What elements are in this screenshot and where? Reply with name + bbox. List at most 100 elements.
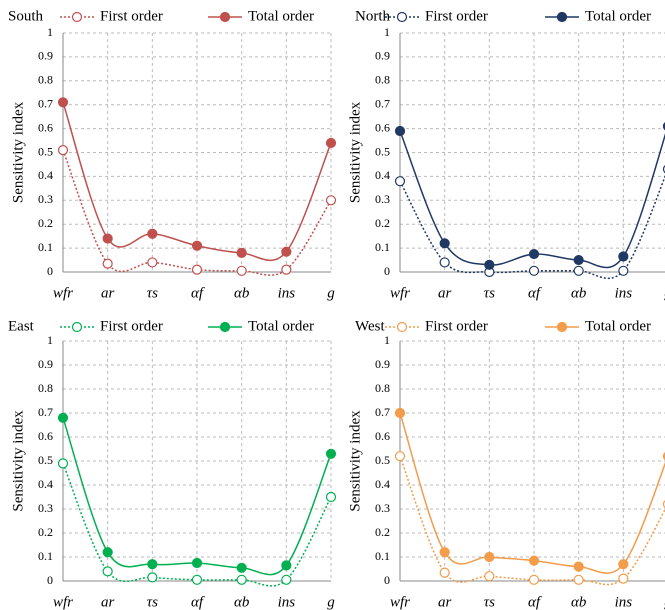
y-tick-label: 0.7	[38, 405, 53, 419]
point	[484, 551, 495, 563]
point	[528, 248, 540, 260]
point	[484, 571, 495, 582]
point	[325, 137, 337, 149]
x-tick-label: g	[327, 285, 335, 301]
point	[528, 555, 540, 566]
chart-title: West	[355, 318, 385, 334]
y-tick-label: 1	[47, 333, 53, 347]
point	[439, 547, 450, 558]
point	[102, 547, 113, 558]
x-tick-label: αb	[571, 285, 587, 301]
point	[102, 233, 113, 244]
point	[281, 560, 292, 571]
x-tick-label: τs	[147, 285, 158, 301]
point	[573, 265, 584, 276]
y-axis-label: Sensitivity index	[10, 410, 26, 512]
x-tick-label: τs	[484, 285, 495, 301]
y-tick-label: 0.9	[375, 357, 390, 371]
point	[573, 254, 584, 266]
y-tick-label: 0.1	[38, 240, 53, 254]
x-tick-label: ins	[615, 594, 633, 610]
point	[57, 97, 69, 108]
legend-marker	[71, 321, 83, 333]
y-tick-label: 0	[384, 573, 390, 587]
y-tick-label: 0.3	[375, 501, 390, 515]
x-tick-label: ar	[101, 285, 115, 301]
y-tick-label: 0.4	[38, 168, 53, 182]
x-tick-label: ar	[438, 285, 452, 301]
y-tick-label: 0.6	[375, 429, 390, 443]
y-tick-label: 0.5	[38, 144, 53, 158]
point	[236, 247, 247, 258]
chart-title: East	[8, 318, 35, 334]
y-tick-label: 0	[47, 573, 53, 587]
series-line	[399, 130, 665, 269]
point	[102, 258, 113, 269]
point	[281, 246, 292, 257]
legend-label: First order	[100, 8, 163, 24]
point	[281, 574, 292, 585]
y-tick-label: 0.2	[38, 216, 53, 230]
x-tick-label: ins	[278, 285, 296, 301]
y-tick-label: 0.5	[375, 144, 390, 158]
y-tick-label: 1	[47, 25, 53, 39]
point	[618, 251, 629, 262]
legend-marker	[556, 321, 568, 333]
point	[57, 145, 69, 156]
legend-marker	[219, 11, 231, 23]
legend-label: Total order	[585, 318, 651, 334]
point	[102, 566, 113, 577]
x-tick-label: ins	[615, 285, 633, 301]
chart-title: South	[8, 8, 44, 24]
y-tick-label: 0.5	[38, 453, 53, 467]
y-tick-label: 0.8	[375, 381, 390, 395]
y-tick-label: 0.4	[38, 477, 53, 491]
x-tick-label: ins	[278, 594, 296, 610]
x-tick-label: ar	[101, 594, 115, 610]
y-tick-label: 0.4	[375, 477, 390, 491]
y-tick-label: 0.6	[38, 120, 53, 134]
point	[236, 265, 247, 276]
point	[325, 195, 337, 206]
point	[484, 259, 495, 270]
point	[394, 407, 406, 419]
legend-label: First order	[425, 8, 488, 24]
y-tick-label: 0.9	[375, 49, 390, 63]
y-tick-label: 0.3	[38, 192, 53, 206]
legend-marker	[219, 321, 231, 333]
legend-label: Total order	[585, 8, 651, 24]
point	[618, 573, 629, 584]
y-tick-label: 0.7	[375, 405, 390, 419]
y-tick-label: 0.9	[38, 49, 53, 63]
point	[325, 448, 337, 459]
x-tick-label: τs	[484, 594, 495, 610]
legend-label: Total order	[248, 318, 314, 334]
x-tick-label: wfr	[390, 285, 410, 301]
point	[394, 451, 406, 462]
x-tick-label: αb	[571, 594, 587, 610]
y-tick-label: 0.4	[375, 168, 390, 182]
y-tick-label: 0	[47, 264, 53, 278]
point	[191, 240, 203, 251]
y-tick-label: 0.9	[38, 357, 53, 371]
point	[191, 264, 203, 275]
chart-title: North	[355, 8, 390, 24]
y-tick-label: 0.1	[38, 549, 53, 563]
x-tick-label: g	[327, 594, 335, 610]
point	[236, 562, 247, 573]
point	[147, 572, 158, 583]
x-tick-label: αb	[234, 594, 250, 610]
point	[325, 491, 337, 503]
y-axis-label: Sensitivity index	[347, 410, 363, 512]
y-tick-label: 0.6	[38, 429, 53, 443]
legend-label: First order	[100, 318, 163, 334]
point	[394, 125, 406, 137]
point	[147, 228, 158, 239]
y-tick-label: 1	[384, 333, 390, 347]
point	[618, 265, 629, 276]
point	[236, 574, 247, 585]
y-tick-label: 0.8	[375, 73, 390, 87]
point	[147, 257, 158, 268]
x-tick-label: τs	[147, 594, 158, 610]
